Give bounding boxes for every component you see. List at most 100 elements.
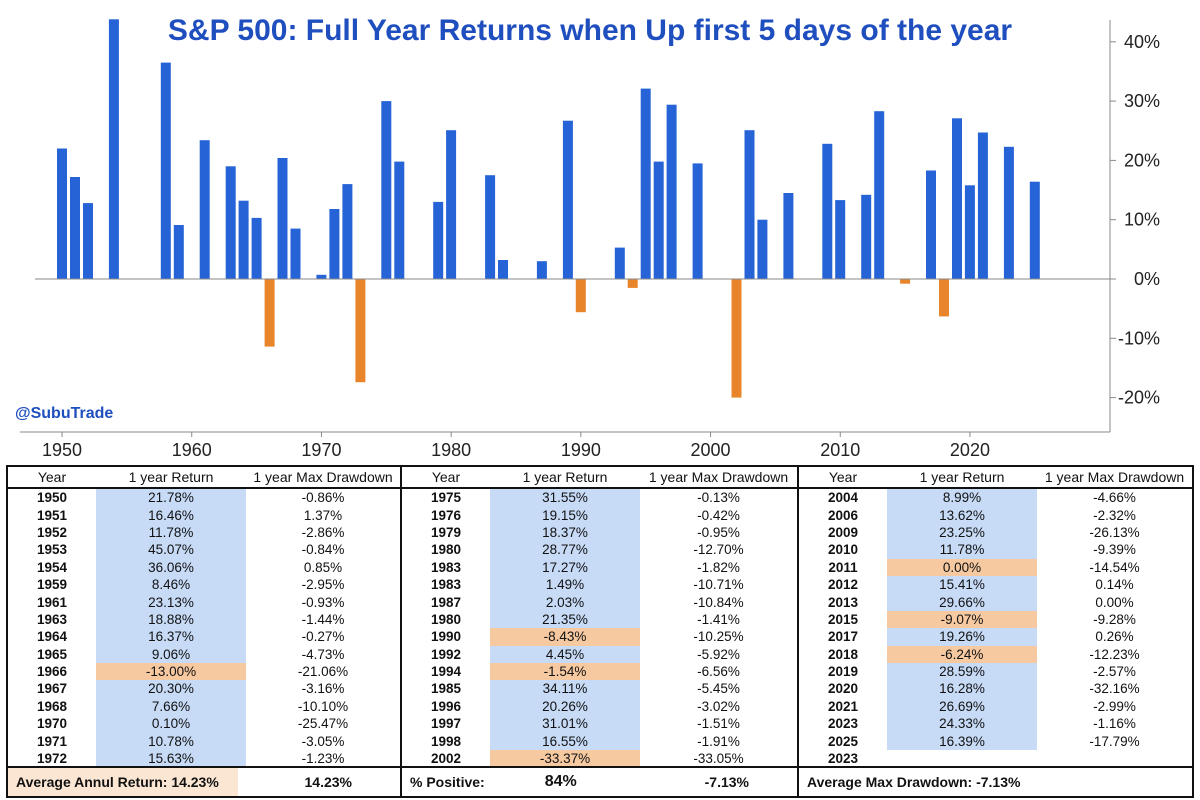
header-dd: 1 year Max Drawdown <box>253 469 393 485</box>
header-ret: 1 year Return <box>522 469 608 485</box>
year-cell: 2011 <box>828 559 858 575</box>
bar-2017 <box>926 170 936 279</box>
bar-1950 <box>57 148 67 279</box>
bar-2019 <box>952 118 962 279</box>
return-cell: 19.26% <box>887 628 1037 646</box>
year-cell: 1992 <box>430 646 462 662</box>
drawdown-cell: -1.16% <box>1093 716 1136 732</box>
drawdown-cell: -25.47% <box>297 716 349 732</box>
return-cell: -1.54% <box>490 662 640 681</box>
x-tick-label: 1950 <box>42 440 82 460</box>
return-cell: 16.37% <box>96 628 246 646</box>
year-cell: 1963 <box>36 611 68 627</box>
table-footer: % Positive: 84% -7.13% <box>402 766 797 796</box>
bar-2003 <box>744 130 755 279</box>
year-cell: 1979 <box>430 524 462 540</box>
drawdown-cell: -3.16% <box>301 681 345 697</box>
table-row: 1976 19.15% -0.42% <box>402 506 797 524</box>
table-header-row: Year 1 year Return 1 year Max Drawdown <box>402 467 797 489</box>
header-dd: 1 year Max Drawdown <box>648 469 789 485</box>
bar-1963 <box>225 166 236 279</box>
year-cell: 2009 <box>827 524 859 540</box>
year-cell: 2004 <box>827 490 859 506</box>
return-cell: 28.77% <box>490 541 640 559</box>
drawdown-cell: -0.86% <box>301 490 345 506</box>
table-row: 1968 7.66% -10.10% <box>8 697 400 716</box>
table-body: 1975 31.55% -0.13% 1976 19.15% -0.42% 1979 18.3… <box>402 489 797 768</box>
bar-1951 <box>70 177 80 279</box>
footer-label: Average Annul Return: 14.23% <box>8 768 238 796</box>
table-panel-1: Year 1 year Return 1 year Max Drawdown 1950… <box>6 465 402 798</box>
year-cell: 1950 <box>36 490 68 506</box>
table-row: 1980 28.77% -12.70% <box>402 541 797 559</box>
table-row: 1972 15.63% -1.23% <box>8 749 400 768</box>
return-cell <box>887 750 1037 767</box>
table-row: 2009 23.25% -26.13% <box>799 523 1192 542</box>
bars-group <box>57 19 1040 398</box>
bar-1990 <box>575 279 586 313</box>
drawdown-cell: -33.05% <box>693 751 744 767</box>
year-cell: 1983 <box>430 559 462 575</box>
bar-1979 <box>433 201 444 279</box>
return-cell: 16.55% <box>490 732 640 750</box>
header-dd: 1 year Max Drawdown <box>1044 469 1185 485</box>
drawdown-cell: -14.54% <box>1089 559 1140 575</box>
bar-1993 <box>614 247 625 279</box>
table-row: 1985 34.11% -5.45% <box>402 680 797 698</box>
table-row: 1950 21.78% -0.86% <box>8 489 400 507</box>
year-cell: 2020 <box>827 681 859 697</box>
year-cell: 2015 <box>827 611 859 627</box>
table-row: 1961 23.13% -0.93% <box>8 593 400 611</box>
y-tick-label: -20% <box>1118 388 1160 408</box>
year-cell: 2019 <box>827 664 859 680</box>
year-cell: 1959 <box>36 577 68 593</box>
table-row: 2004 8.99% -4.66% <box>799 489 1192 507</box>
return-cell: -8.43% <box>490 628 640 646</box>
bar-1976 <box>394 161 405 279</box>
table-row: 1954 36.06% 0.85% <box>8 558 400 576</box>
bar-1968 <box>290 228 301 279</box>
table-footer: Average Annul Return: 14.23% 14.23% <box>8 766 400 796</box>
drawdown-cell: -0.84% <box>301 542 345 558</box>
bar-1964 <box>238 200 249 279</box>
drawdown-cell: -4.66% <box>1093 490 1136 506</box>
return-cell: 9.06% <box>96 645 246 663</box>
table-row: 1998 16.55% -1.91% <box>402 732 797 750</box>
drawdown-cell: -2.32% <box>1093 507 1136 523</box>
bar-1984 <box>498 260 508 279</box>
bar-2006 <box>783 193 794 279</box>
drawdown-cell: -1.82% <box>697 559 740 575</box>
return-cell: 36.06% <box>96 558 246 576</box>
return-cell: 21.78% <box>96 489 246 507</box>
drawdown-cell: -10.84% <box>693 594 744 610</box>
return-cell: 16.46% <box>96 506 246 524</box>
bar-2018 <box>939 279 949 317</box>
year-cell: 2025 <box>827 733 859 749</box>
return-cell: -33.37% <box>490 749 640 768</box>
drawdown-cell: -10.71% <box>693 577 744 593</box>
y-tick-label: 30% <box>1124 91 1160 111</box>
drawdown-cell: -0.27% <box>301 629 345 645</box>
y-tick-label: 0% <box>1134 269 1160 289</box>
bar-2012 <box>861 194 872 279</box>
table-row: 2023 24.33% -1.16% <box>799 715 1192 733</box>
year-cell: 2023 <box>827 751 859 767</box>
year-cell: 2023 <box>827 716 859 732</box>
table-header-row: Year 1 year Return 1 year Max Drawdown <box>799 467 1192 489</box>
table-row: 2015 -9.07% -9.28% <box>799 610 1192 629</box>
chart-title: S&P 500: Full Year Returns when Up first… <box>168 14 1013 47</box>
drawdown-cell: -2.99% <box>1093 698 1136 714</box>
table-row: 1952 11.78% -2.86% <box>8 523 400 542</box>
x-tick-label: 1970 <box>301 440 341 460</box>
year-cell: 2013 <box>827 594 859 610</box>
year-cell: 2017 <box>827 629 859 645</box>
bar-2004 <box>757 219 768 279</box>
table-row: 1959 8.46% -2.95% <box>8 575 400 594</box>
drawdown-cell: -17.79% <box>1089 733 1140 749</box>
table-row: 2006 13.62% -2.32% <box>799 506 1192 524</box>
table-row: 1951 16.46% 1.37% <box>8 506 400 524</box>
year-cell: 2018 <box>827 646 859 662</box>
x-tick-label: 2020 <box>950 440 990 460</box>
bar-1975 <box>381 101 392 279</box>
return-cell: 10.78% <box>96 732 246 750</box>
